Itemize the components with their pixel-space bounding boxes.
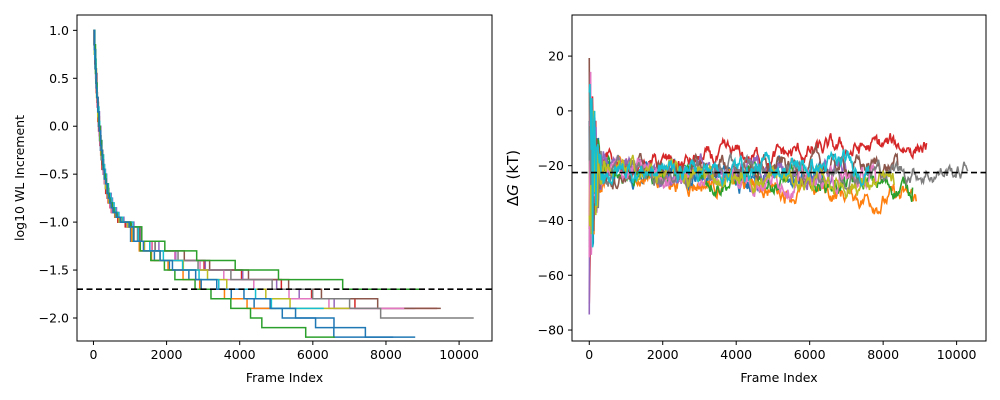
left-plot-frame	[76, 14, 493, 342]
left-y-ticks: 1.0 0.5 0.0 −0.5 −1.0 −1.5 −2.0	[39, 23, 77, 325]
right-x-tick-label: 10000	[937, 347, 977, 362]
left-y-axis-label: log10 WL Increment	[12, 115, 27, 241]
right-series-line	[588, 83, 870, 248]
left-y-tick-label: −1.5	[39, 263, 69, 278]
left-series-layer	[93, 29, 474, 338]
left-x-tick-label: 8000	[370, 347, 402, 362]
right-y-tick-label: 0	[556, 103, 564, 118]
right-x-tick-label: 0	[585, 347, 593, 362]
left-x-tick-label: 2000	[151, 347, 183, 362]
left-y-tick-label: 1.0	[49, 23, 69, 38]
left-y-tick-label: 0.0	[49, 119, 69, 134]
right-y-tick-label: −80	[538, 323, 564, 338]
right-y-ticks: 20 0 −20 −40 −60 −80	[538, 49, 572, 338]
right-chart: 0 2000 4000 6000 8000 10000 20 0 −20 −40 −60 −80 F…	[504, 14, 987, 385]
right-plot-frame	[571, 14, 987, 342]
right-y-axis-label-suffix: (kT)	[504, 150, 522, 184]
left-x-tick-label: 0	[89, 347, 97, 362]
left-x-ticks: 0 2000 4000 6000 8000 10000	[89, 341, 479, 362]
left-chart: 0 2000 4000 6000 8000 10000 1.0 0.5 0.0 −0.5 −1.0…	[12, 14, 493, 385]
left-y-tick-label: −2.0	[39, 310, 69, 325]
right-x-ticks: 0 2000 4000 6000 8000 10000	[585, 341, 977, 362]
left-y-tick-label: −0.5	[39, 167, 69, 182]
right-y-tick-label: −20	[538, 158, 564, 173]
right-x-tick-label: 8000	[867, 347, 899, 362]
right-x-tick-label: 6000	[794, 347, 826, 362]
right-series-line	[588, 110, 895, 235]
right-x-tick-label: 2000	[647, 347, 679, 362]
left-x-axis-label: Frame Index	[246, 370, 323, 385]
right-y-axis-label: ΔG (kT)	[504, 150, 522, 206]
left-x-tick-label: 4000	[224, 347, 256, 362]
right-x-tick-label: 4000	[720, 347, 752, 362]
left-y-tick-label: 0.5	[49, 71, 69, 86]
right-x-axis-label: Frame Index	[740, 370, 817, 385]
right-series-line	[588, 109, 917, 235]
left-x-tick-label: 6000	[297, 347, 329, 362]
right-y-axis-label-var: G	[504, 184, 522, 196]
right-y-tick-label: 20	[548, 49, 564, 64]
right-y-tick-label: −40	[538, 213, 564, 228]
left-y-tick-label: −1.0	[39, 215, 69, 230]
right-y-axis-label-prefix: Δ	[504, 195, 522, 206]
right-series-line	[588, 71, 877, 258]
left-x-tick-label: 10000	[439, 347, 479, 362]
right-y-tick-label: −60	[538, 268, 564, 283]
right-series-layer	[588, 57, 969, 315]
